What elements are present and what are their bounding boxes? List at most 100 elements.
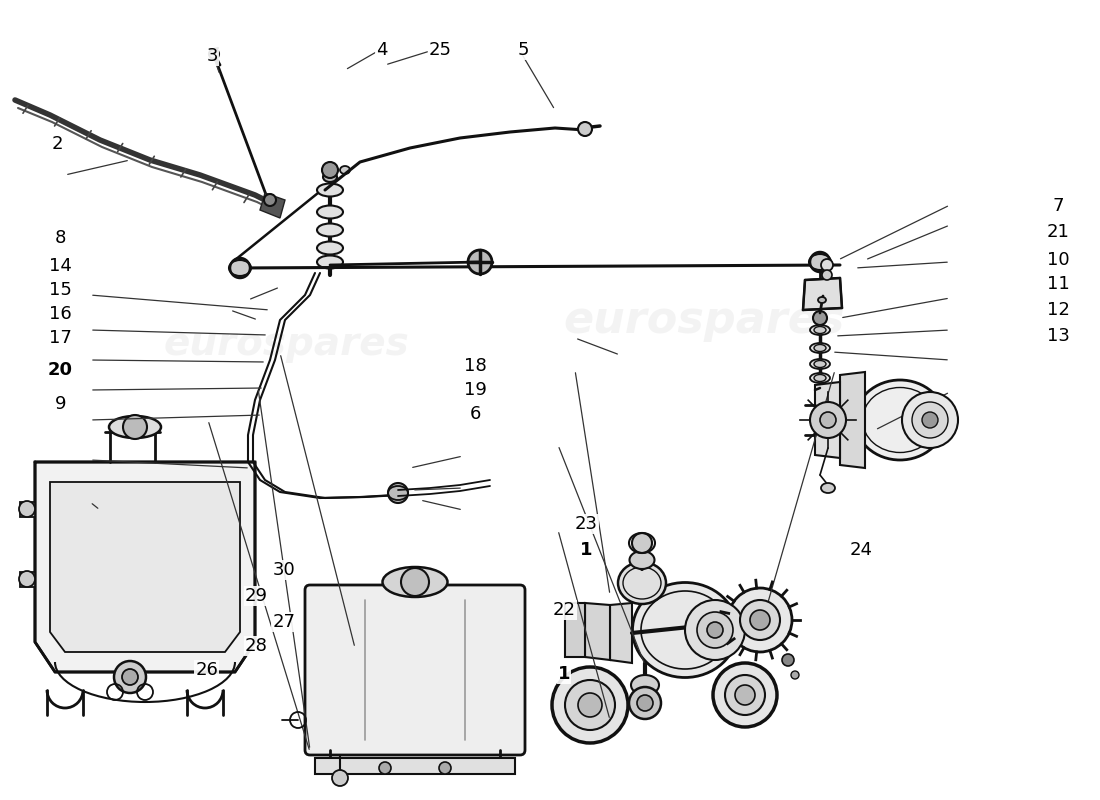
Text: 9: 9 (55, 395, 66, 413)
Text: 12: 12 (1047, 302, 1069, 319)
Text: 30: 30 (273, 561, 295, 578)
Text: 6: 6 (470, 405, 481, 422)
Circle shape (697, 612, 733, 648)
Text: 28: 28 (245, 638, 267, 655)
Circle shape (735, 685, 755, 705)
Circle shape (902, 392, 958, 448)
Ellipse shape (814, 326, 826, 334)
Text: 20: 20 (48, 361, 73, 378)
Polygon shape (815, 382, 840, 458)
Circle shape (19, 571, 35, 587)
Circle shape (713, 663, 777, 727)
Polygon shape (50, 482, 240, 652)
Text: 2: 2 (52, 135, 63, 153)
Circle shape (632, 533, 652, 553)
FancyBboxPatch shape (305, 585, 525, 755)
Text: 5: 5 (518, 42, 529, 59)
Circle shape (912, 402, 948, 438)
Circle shape (439, 762, 451, 774)
Circle shape (114, 661, 146, 693)
Circle shape (637, 695, 653, 711)
Circle shape (813, 311, 827, 325)
Circle shape (264, 194, 276, 206)
Circle shape (230, 258, 250, 278)
Ellipse shape (383, 567, 448, 597)
Text: 3: 3 (207, 47, 218, 65)
Polygon shape (20, 502, 35, 517)
Ellipse shape (855, 380, 945, 460)
Circle shape (578, 693, 602, 717)
Circle shape (810, 252, 830, 272)
Text: 19: 19 (464, 382, 486, 399)
Polygon shape (35, 462, 255, 672)
Circle shape (19, 501, 35, 517)
Text: 24: 24 (850, 541, 872, 558)
Text: 16: 16 (50, 305, 72, 322)
Ellipse shape (629, 551, 654, 569)
Polygon shape (610, 603, 632, 663)
Text: 17: 17 (50, 329, 72, 346)
Circle shape (821, 259, 833, 271)
Circle shape (791, 671, 799, 679)
Ellipse shape (317, 255, 343, 269)
Circle shape (388, 483, 408, 503)
Polygon shape (260, 193, 285, 218)
Ellipse shape (340, 166, 350, 174)
Text: 15: 15 (50, 281, 72, 298)
Ellipse shape (631, 675, 659, 695)
Text: eurospares: eurospares (563, 298, 845, 342)
Polygon shape (585, 603, 611, 660)
Text: 14: 14 (50, 257, 72, 274)
Text: 27: 27 (273, 614, 295, 631)
Text: 29: 29 (245, 587, 267, 605)
Ellipse shape (632, 582, 737, 678)
Ellipse shape (323, 172, 337, 182)
Circle shape (922, 412, 938, 428)
Circle shape (707, 622, 723, 638)
Ellipse shape (818, 297, 826, 303)
Text: 7: 7 (1053, 197, 1064, 214)
Circle shape (725, 675, 764, 715)
Polygon shape (840, 372, 865, 468)
Ellipse shape (810, 359, 830, 369)
Ellipse shape (814, 374, 826, 382)
Ellipse shape (810, 325, 830, 335)
Circle shape (122, 669, 138, 685)
Circle shape (822, 270, 832, 280)
Ellipse shape (317, 183, 343, 197)
Circle shape (468, 250, 492, 274)
Circle shape (820, 412, 836, 428)
Polygon shape (565, 603, 585, 657)
Text: 25: 25 (429, 42, 451, 59)
Ellipse shape (618, 562, 666, 604)
Text: 1: 1 (558, 665, 571, 682)
Ellipse shape (317, 206, 343, 218)
Text: 1: 1 (580, 541, 593, 558)
Ellipse shape (317, 223, 343, 237)
Circle shape (629, 687, 661, 719)
Ellipse shape (317, 242, 343, 254)
Polygon shape (803, 278, 842, 310)
Text: 22: 22 (553, 601, 575, 618)
Text: 21: 21 (1047, 223, 1069, 241)
Circle shape (578, 122, 592, 136)
Ellipse shape (109, 416, 161, 438)
Circle shape (123, 415, 147, 439)
Circle shape (810, 402, 846, 438)
Text: 13: 13 (1047, 327, 1069, 345)
Bar (315, 758, 515, 774)
Polygon shape (20, 572, 35, 587)
Ellipse shape (810, 373, 830, 383)
Circle shape (552, 667, 628, 743)
Text: 11: 11 (1047, 275, 1069, 293)
Circle shape (728, 588, 792, 652)
Circle shape (565, 680, 615, 730)
Ellipse shape (814, 345, 826, 351)
Text: 4: 4 (376, 42, 387, 59)
Circle shape (740, 600, 780, 640)
Circle shape (209, 49, 219, 59)
Text: 23: 23 (575, 515, 597, 533)
Circle shape (782, 654, 794, 666)
Circle shape (685, 600, 745, 660)
Text: eurospares: eurospares (163, 325, 409, 363)
